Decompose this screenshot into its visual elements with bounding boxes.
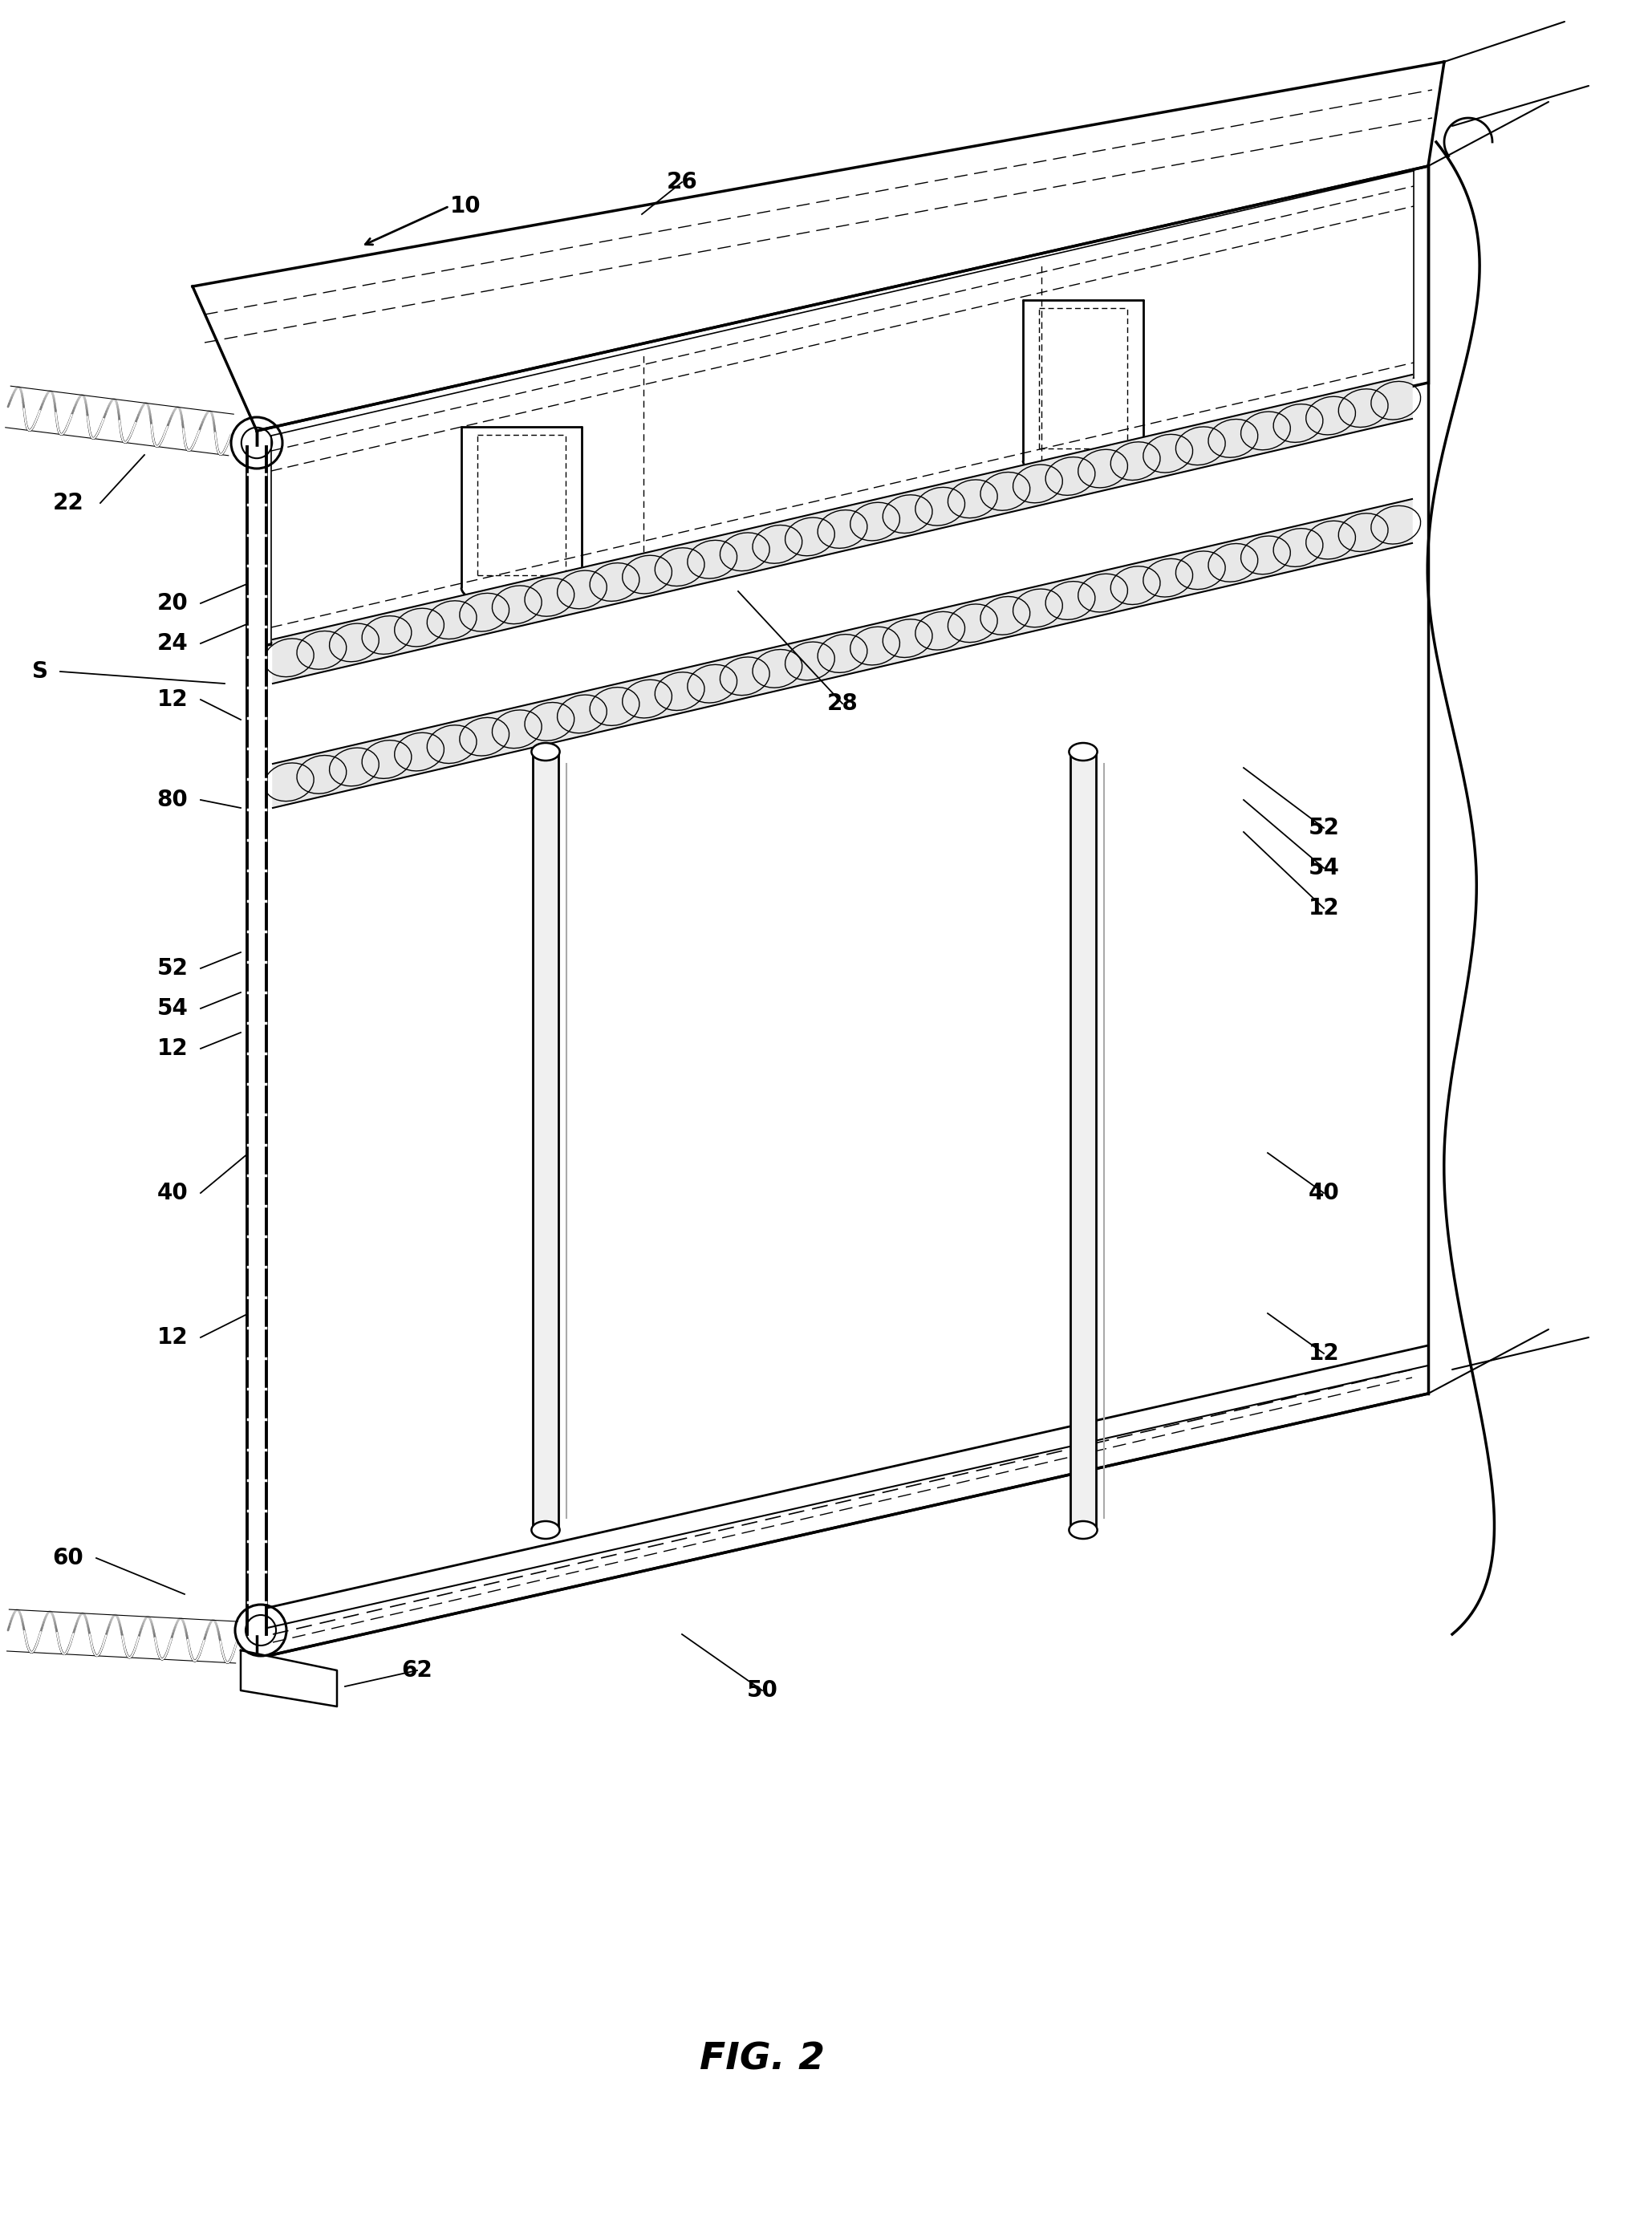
Text: 12: 12 <box>157 1326 188 1348</box>
Text: 60: 60 <box>53 1547 84 1570</box>
Polygon shape <box>532 751 558 1529</box>
Text: 50: 50 <box>747 1679 778 1702</box>
Text: 22: 22 <box>53 492 84 514</box>
Text: FIG. 2: FIG. 2 <box>700 2041 824 2077</box>
Ellipse shape <box>1069 742 1097 760</box>
Text: 12: 12 <box>157 689 188 711</box>
Text: 52: 52 <box>157 957 188 979</box>
Text: 24: 24 <box>157 633 188 655</box>
Text: 40: 40 <box>157 1183 188 1205</box>
Polygon shape <box>241 1650 337 1706</box>
Polygon shape <box>273 499 1412 807</box>
Ellipse shape <box>1069 1520 1097 1538</box>
Text: 12: 12 <box>1308 897 1340 919</box>
Text: 26: 26 <box>666 170 697 192</box>
Text: 10: 10 <box>449 195 481 217</box>
Text: 12: 12 <box>1308 1342 1340 1364</box>
Text: 12: 12 <box>157 1038 188 1060</box>
Text: 80: 80 <box>157 789 188 812</box>
Text: 62: 62 <box>401 1659 433 1681</box>
Text: 54: 54 <box>157 997 188 1020</box>
Text: 40: 40 <box>1308 1183 1340 1205</box>
Text: 20: 20 <box>157 593 188 615</box>
Ellipse shape <box>532 1520 560 1538</box>
Text: 54: 54 <box>1308 856 1340 879</box>
Polygon shape <box>1070 751 1095 1529</box>
Polygon shape <box>273 376 1412 684</box>
Ellipse shape <box>532 742 560 760</box>
Text: S: S <box>31 660 48 682</box>
Text: 28: 28 <box>828 693 857 716</box>
Text: 52: 52 <box>1308 816 1340 838</box>
